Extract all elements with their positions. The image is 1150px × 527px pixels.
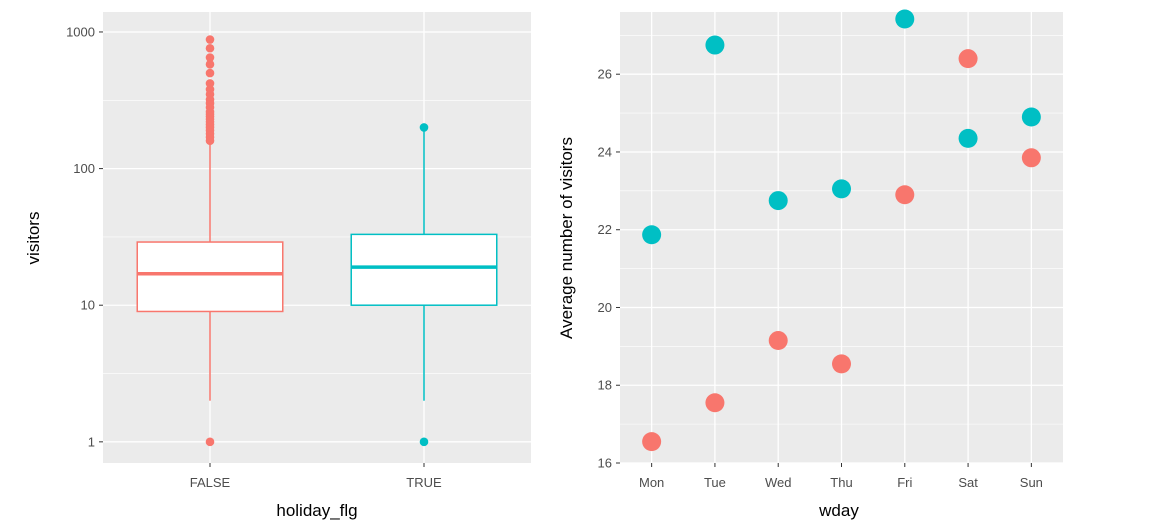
- boxplot-y-axis-title: visitors: [24, 212, 43, 265]
- y-tick-label: 26: [598, 67, 612, 82]
- box: [136, 241, 284, 313]
- scatter-point: [642, 432, 662, 452]
- scatter-y-tick-labels: 16 18 20 22 24 26: [598, 67, 612, 471]
- y-tick-label: 16: [598, 456, 612, 471]
- boxplot-x-tick-labels: FALSE TRUE: [190, 475, 442, 490]
- scatter-point: [958, 49, 978, 69]
- outlier-point: [205, 85, 215, 94]
- y-tick-label: 1000: [66, 24, 95, 39]
- outlier-point: [205, 53, 215, 62]
- x-tick-label: Sat: [958, 475, 978, 490]
- y-tick-label: 24: [598, 144, 612, 159]
- x-tick-label: Fri: [897, 475, 912, 490]
- boxplot-y-tick-labels: 1 10 100 1000: [66, 24, 95, 449]
- y-tick-label: 18: [598, 378, 612, 393]
- scatter-point: [1021, 148, 1041, 168]
- scatter-tick-marks: [616, 73, 1032, 467]
- outlier-point: [205, 79, 215, 88]
- scatter-point: [895, 185, 915, 205]
- boxplot-panel: 1 10 100 1000 FALSE TRUE holiday_flg visitor…: [24, 12, 531, 520]
- x-tick-label: Wed: [765, 475, 792, 490]
- scatter-point: [1021, 107, 1041, 127]
- outlier-point: [419, 123, 429, 132]
- scatter-point: [958, 128, 978, 148]
- outlier-point: [205, 437, 215, 447]
- y-tick-label: 22: [598, 222, 612, 237]
- x-tick-label: TRUE: [406, 475, 442, 490]
- outlier-point: [419, 437, 429, 447]
- outlier-point: [205, 68, 215, 78]
- x-tick-label: FALSE: [190, 475, 231, 490]
- y-tick-label: 20: [598, 300, 612, 315]
- y-tick-label: 100: [73, 161, 95, 176]
- box: [350, 233, 498, 306]
- scatter-point: [832, 179, 851, 199]
- scatter-gridlines: [620, 12, 1063, 464]
- outlier-point: [205, 35, 215, 44]
- scatter-point: [705, 393, 725, 413]
- boxplot-marks: [136, 35, 498, 447]
- scatter-point: [768, 191, 788, 211]
- x-tick-label: Thu: [830, 475, 852, 490]
- scatter-point: [768, 331, 788, 351]
- scatter-point: [642, 225, 662, 245]
- boxplot-x-axis-title: holiday_flg: [276, 501, 357, 520]
- boxplot-tick-marks: [99, 31, 425, 467]
- scatter-point: [832, 354, 851, 374]
- scatter-x-axis-title: wday: [818, 501, 859, 520]
- y-tick-label: 1: [88, 434, 95, 449]
- scatter-point: [705, 35, 725, 55]
- outlier-point: [205, 59, 215, 69]
- x-tick-label: Sun: [1020, 475, 1043, 490]
- x-tick-label: Tue: [704, 475, 726, 490]
- y-tick-label: 10: [81, 298, 95, 313]
- scatter-points: [642, 9, 1041, 452]
- x-tick-label: Mon: [639, 475, 664, 490]
- scatter-point: [895, 9, 915, 29]
- scatter-x-tick-labels: Mon Tue Wed Thu Fri Sat Sun: [639, 475, 1043, 490]
- outlier-point: [205, 43, 215, 53]
- scatter-y-axis-title: Average number of visitors: [557, 137, 576, 339]
